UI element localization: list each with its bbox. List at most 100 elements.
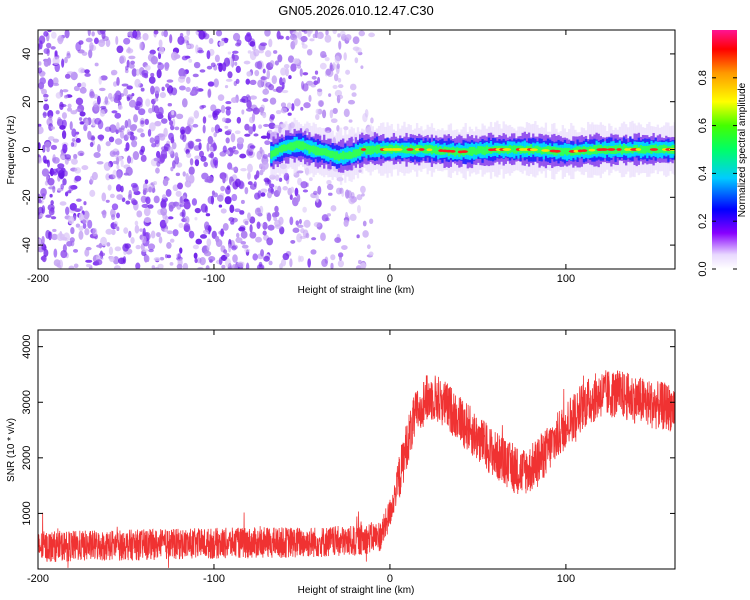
colorbar: 0.0 0.2 0.4 0.6 0.8 Normalized spectral ampl… [697,30,748,277]
noise-speckle [245,107,254,112]
noise-speckle [243,60,251,65]
x-tick-label: -200 [27,573,49,585]
noise-speckle [59,104,67,108]
y-tick-label: 0 [21,146,33,152]
signal-band [306,144,309,151]
noise-speckle [256,221,261,229]
noise-speckle [38,142,41,150]
spectrogram-y-ticks: -40 -20 0 20 40 [21,48,675,253]
noise-speckle [257,190,262,199]
noise-speckle [302,189,309,193]
noise-speckle [179,196,183,204]
noise-speckle [113,92,119,102]
noise-speckle [289,194,293,201]
x-tick-label: -100 [203,573,225,585]
noise-speckle [274,219,281,227]
noise-speckle [222,145,227,153]
noise-speckle [217,128,223,133]
noise-speckle [128,55,136,60]
noise-speckle [347,99,356,105]
noise-speckle [267,179,272,185]
noise-speckle [360,65,364,69]
noise-speckle [225,258,232,268]
noise-speckle [67,190,72,194]
noise-speckle [47,78,54,88]
noise-speckle [280,107,288,114]
noise-speckle [51,31,57,39]
noise-speckle [50,144,58,150]
noise-speckle [244,33,252,43]
noise-speckle [116,76,120,86]
noise-speckle [296,193,301,203]
noise-speckle [75,108,82,112]
signal-band [310,145,313,153]
noise-speckle [186,152,192,158]
noise-speckle [84,248,90,257]
noise-speckle [116,170,122,180]
noise-speckle [163,30,168,38]
signal-band [432,146,436,154]
noise-speckle [188,116,195,122]
noise-speckle [41,205,46,214]
noise-speckle [369,218,374,225]
noise-speckle [260,76,268,81]
noise-speckle [195,238,203,245]
noise-speckle [91,31,95,37]
noise-speckle [85,37,93,43]
noise-speckle [135,262,141,269]
noise-speckle [135,100,142,107]
noise-speckle [231,193,238,202]
noise-speckle [211,230,217,239]
noise-speckle [362,220,367,227]
noise-speckle [193,61,201,69]
noise-speckle [43,159,49,164]
noise-speckle [305,232,310,239]
noise-speckle [168,201,176,209]
noise-speckle [43,48,50,54]
noise-speckle [220,208,227,214]
noise-speckle [188,166,195,175]
noise-speckle [247,50,252,54]
signal-band [323,148,326,156]
noise-speckle [155,167,160,174]
noise-speckle [67,215,75,225]
noise-speckle [150,230,156,239]
noise-speckle [141,248,149,252]
noise-speckle [38,157,43,164]
noise-speckle [185,86,191,93]
noise-speckle [262,88,270,95]
noise-speckle [237,262,244,268]
figure-title: GN05.2026.010.12.47.C30 [278,3,433,18]
noise-speckle [194,258,198,264]
noise-speckle [202,229,209,235]
noise-speckle [46,42,52,49]
noise-speckle [53,248,58,258]
noise-speckle [293,98,301,107]
noise-speckle [225,78,233,82]
noise-speckle [302,206,307,213]
noise-speckle [73,85,80,92]
signal-band [291,142,294,152]
noise-speckle [182,171,186,177]
noise-speckle [209,146,214,152]
noise-speckle [125,65,129,71]
noise-speckle [238,226,246,232]
signal-band [327,150,330,157]
noise-speckle [239,210,245,215]
noise-speckle [153,97,159,102]
signal-band [375,145,379,154]
noise-speckle [174,126,180,131]
noise-speckle [339,30,346,37]
noise-speckle [153,257,161,262]
noise-speckle [252,107,260,115]
noise-speckle [174,152,179,160]
noise-speckle [320,232,326,241]
noise-speckle [337,260,344,268]
noise-speckle [160,207,168,216]
noise-speckle [311,75,317,80]
noise-speckle [114,138,123,145]
noise-speckle [142,227,146,237]
signal-band [314,146,317,156]
noise-speckle [147,129,152,137]
signal-band [276,147,279,155]
